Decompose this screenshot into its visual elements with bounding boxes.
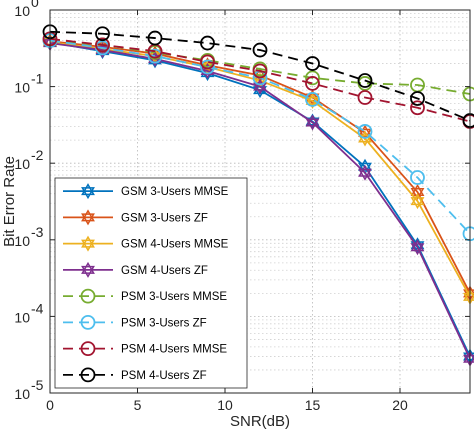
data-point-marker: [357, 124, 373, 139]
data-point-marker: [200, 59, 215, 75]
series-line: [49, 42, 471, 360]
y-tick-exponent: 0: [31, 0, 39, 10]
legend-label: GSM 4-Users ZF: [121, 265, 208, 277]
data-point-marker: [252, 42, 268, 58]
y-axis-label: Bit Error Rate: [1, 156, 18, 247]
y-tick-label: 10: [14, 3, 30, 19]
y-tick-label: 10: [14, 233, 30, 249]
legend-label: PSM 4-Users MMSE: [121, 344, 227, 356]
legend-label: GSM 3-Users MMSE: [121, 186, 229, 198]
y-tick-exponent: -5: [31, 377, 44, 393]
legend-label: PSM 3-Users MMSE: [121, 291, 227, 303]
data-point-marker: [410, 100, 425, 116]
legend-box: [54, 177, 248, 389]
data-point-marker: [252, 63, 268, 79]
data-point-marker: [305, 76, 320, 91]
x-tick-label: 5: [134, 397, 142, 413]
legend-marker: [80, 314, 96, 330]
data-point-marker: [410, 91, 425, 106]
data-point-marker: [253, 78, 267, 95]
y-tick-exponent: -4: [31, 300, 44, 316]
legend-label: GSM 4-Users MMSE: [121, 239, 229, 251]
data-point-marker: [358, 164, 372, 181]
y-tick-label: 10: [14, 309, 30, 325]
data-point-marker: [95, 26, 110, 42]
x-tick-label: 10: [217, 397, 233, 413]
data-point-marker: [200, 54, 215, 70]
x-tick-label: 20: [392, 397, 408, 413]
data-point-marker: [147, 48, 163, 64]
y-tick-label: 10: [14, 386, 30, 402]
data-point-marker: [305, 92, 320, 107]
legend-label: PSM 4-Users ZF: [121, 370, 207, 382]
legend-label: PSM 3-Users ZF: [121, 317, 207, 329]
x-tick-label: 15: [305, 397, 321, 413]
x-axis-label: SNR(dB): [230, 413, 290, 430]
legend-marker: [81, 235, 95, 252]
data-point-marker: [410, 239, 425, 256]
y-tick-exponent: -3: [31, 224, 44, 240]
series-layer: [42, 24, 474, 367]
y-tick-label: 10: [14, 156, 30, 172]
data-point-marker: [305, 56, 320, 71]
x-tick-label: 0: [46, 397, 54, 413]
legend: GSM 3-Users MMSE GSM 3-Users ZF GSM 4-User…: [54, 177, 248, 389]
legend-marker: [81, 261, 95, 278]
data-point-marker: [357, 73, 373, 88]
series-line: [49, 37, 471, 123]
data-point-marker: [357, 90, 373, 105]
data-point-marker: [200, 35, 215, 51]
data-point-marker: [410, 193, 425, 210]
data-point-marker: [305, 92, 320, 109]
legend-marker: [81, 183, 95, 200]
y-tick-exponent: -1: [31, 71, 44, 87]
series-line: [49, 30, 471, 122]
legend-marker: [80, 288, 96, 304]
y-tick-label: 10: [14, 80, 30, 96]
data-point-marker: [95, 37, 110, 53]
legend-label: GSM 3-Users ZF: [121, 212, 208, 224]
data-point-marker: [305, 70, 320, 86]
y-tick-exponent: -2: [31, 147, 44, 163]
data-point-marker: [462, 226, 474, 242]
legend-marker: [80, 367, 96, 383]
legend-marker: [81, 209, 95, 226]
data-point-marker: [410, 170, 425, 185]
plot-frame: [49, 9, 471, 394]
data-point-marker: [147, 30, 163, 46]
legend-marker: [80, 341, 96, 357]
data-point-marker: [305, 114, 320, 131]
